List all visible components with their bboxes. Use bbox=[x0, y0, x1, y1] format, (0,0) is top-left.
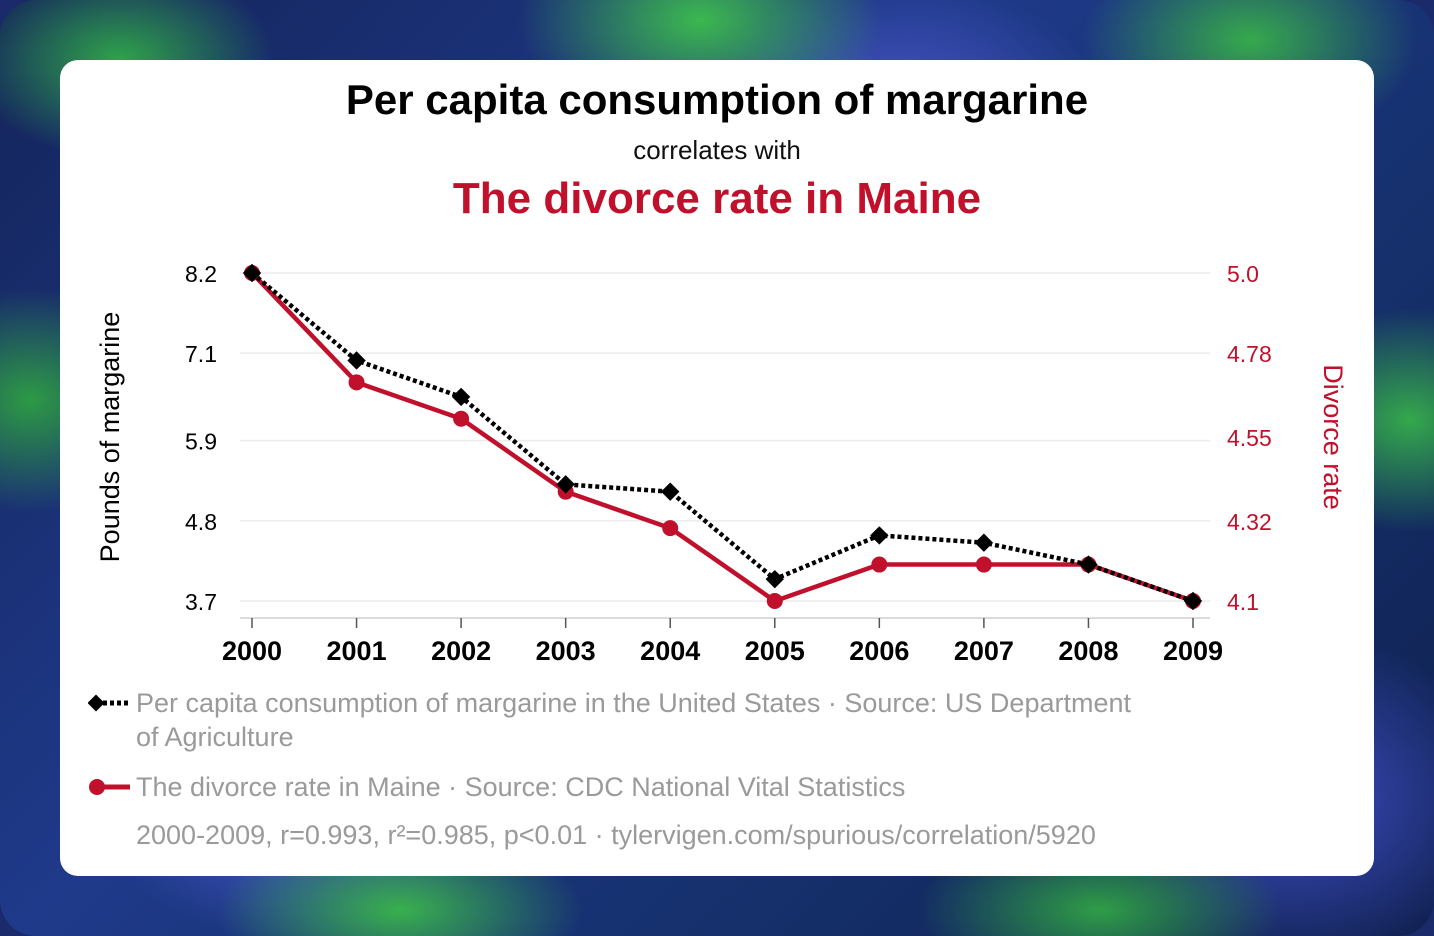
legend-label-divorce: The divorce rate in Maine · Source: CDC … bbox=[136, 772, 906, 802]
chart-title-secondary: The divorce rate in Maine bbox=[452, 174, 982, 223]
y-tick-label-right: 5.0 bbox=[1227, 261, 1259, 287]
chart-title: Per capita consumption of margarine bbox=[345, 76, 1089, 123]
y-axis-title-right: Divorce rate bbox=[1318, 364, 1348, 510]
data-point-margarine bbox=[1079, 555, 1098, 574]
x-tick-label: 2008 bbox=[1058, 636, 1118, 666]
chart-subtitle: correlates with bbox=[633, 135, 801, 165]
data-point-margarine bbox=[451, 387, 471, 407]
data-point-margarine bbox=[974, 533, 994, 552]
chart-card: Per capita consumption of margarine corr… bbox=[60, 60, 1374, 876]
y-tick-label-left: 5.9 bbox=[185, 429, 217, 455]
x-tick-label: 2006 bbox=[849, 636, 909, 666]
y-tick-label-right: 4.55 bbox=[1227, 425, 1272, 451]
x-tick-label: 2001 bbox=[327, 636, 387, 666]
x-tick-label: 2004 bbox=[640, 636, 700, 666]
series-line-divorce bbox=[250, 271, 1194, 604]
data-point-divorce bbox=[453, 410, 470, 427]
chart-footer: 2000-2009, r=0.993, r²=0.985, p<0.01 · t… bbox=[136, 820, 1096, 850]
y-tick-label-left: 4.8 bbox=[185, 509, 217, 535]
x-tick-label: 2000 bbox=[222, 636, 282, 666]
y-tick-label-left: 3.7 bbox=[185, 589, 217, 615]
data-point-margarine bbox=[1183, 591, 1203, 611]
line-chart: 8.2 7.1 5.9 4.8 3.7 5.0 4.78 4.55 4.32 4.1 2000 200… bbox=[95, 261, 1348, 666]
y-tick-label-right: 4.1 bbox=[1227, 589, 1259, 615]
data-point-margarine bbox=[661, 482, 680, 501]
data-point-divorce bbox=[766, 593, 783, 609]
x-tick-label: 2003 bbox=[536, 636, 596, 666]
data-point-divorce bbox=[662, 520, 679, 537]
data-point-margarine bbox=[765, 569, 784, 589]
x-tick-label: 2005 bbox=[745, 636, 805, 666]
legend-marker-dotted-diamond bbox=[88, 694, 130, 712]
data-point-divorce bbox=[871, 556, 888, 573]
y-tick-label-right: 4.32 bbox=[1227, 509, 1272, 535]
x-tick-label: 2009 bbox=[1163, 636, 1223, 666]
legend-marker-solid-circle bbox=[89, 779, 130, 795]
data-point-margarine bbox=[242, 263, 262, 283]
y-axis-title-left: Pounds of margarine bbox=[95, 312, 125, 563]
data-point-margarine bbox=[347, 351, 366, 370]
legend-label-margarine: Per capita consumption of margarine in t… bbox=[136, 688, 1131, 752]
x-tick-label: 2002 bbox=[431, 636, 491, 666]
data-point-margarine bbox=[870, 526, 889, 545]
x-tick-label: 2007 bbox=[954, 636, 1014, 666]
data-point-divorce bbox=[348, 374, 365, 391]
series-line-margarine bbox=[250, 271, 1194, 604]
y-tick-label-left: 7.1 bbox=[185, 341, 217, 367]
y-tick-label-left: 8.2 bbox=[185, 261, 217, 287]
y-tick-label-right: 4.78 bbox=[1227, 341, 1272, 367]
data-point-divorce bbox=[975, 556, 992, 573]
